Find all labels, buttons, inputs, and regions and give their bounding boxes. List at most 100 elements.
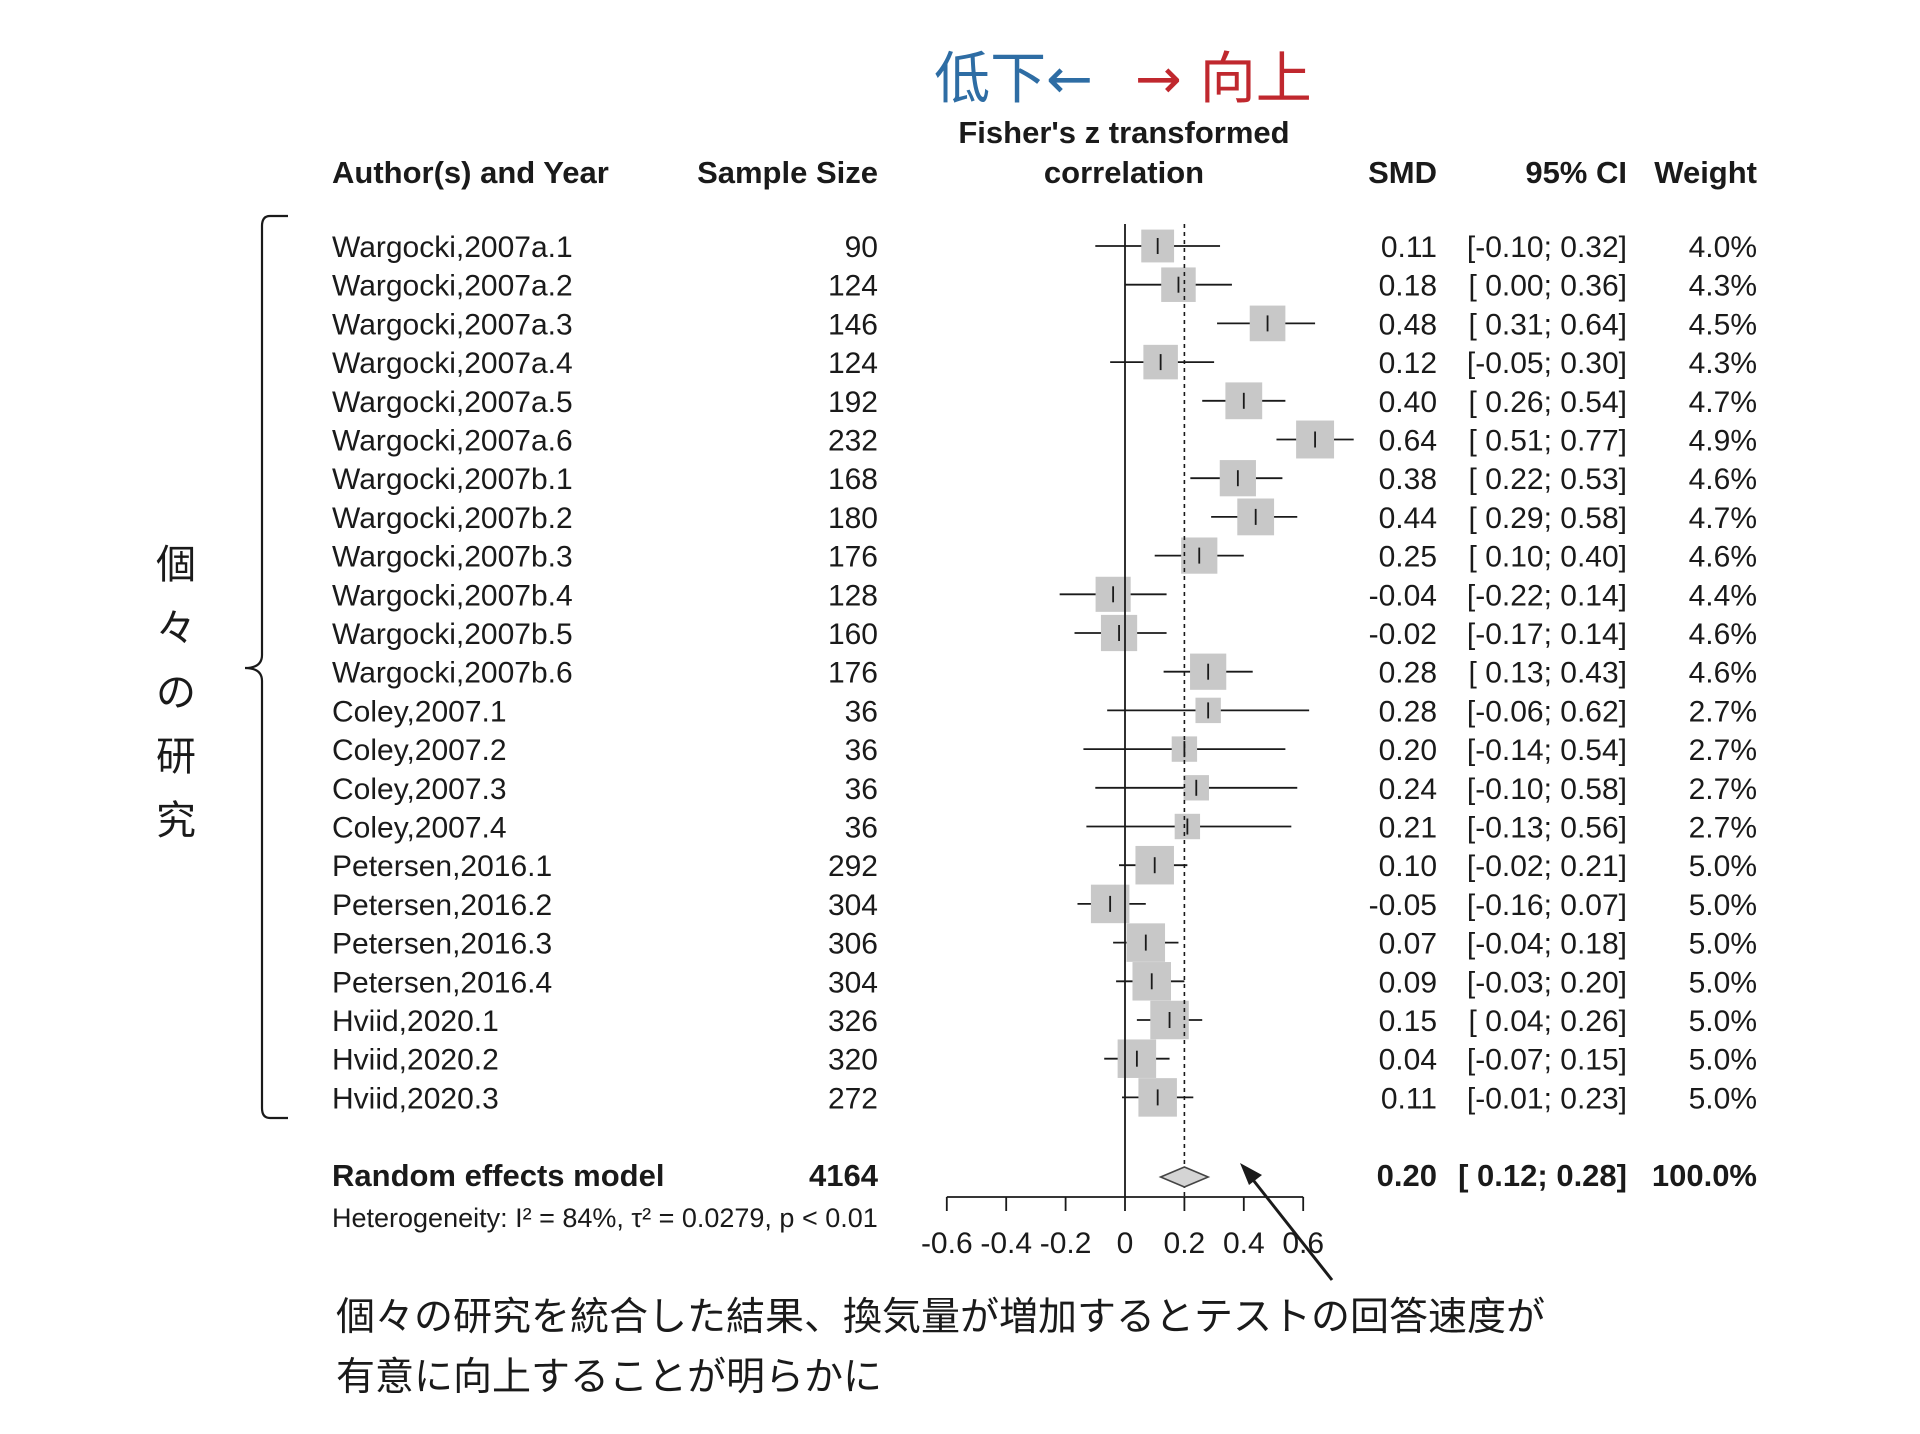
study-sample-size: 176 bbox=[828, 541, 878, 574]
study-sample-size: 36 bbox=[845, 734, 878, 767]
study-row: Wargocki,2007a.4 124 0.12 [-0.05; 0.30] 4.3% bbox=[332, 347, 1757, 380]
pooled-estimate-diamond bbox=[1158, 1166, 1211, 1188]
study-sample-size: 128 bbox=[828, 579, 878, 612]
study-ci: [ 0.00; 0.36] bbox=[1469, 270, 1627, 303]
study-row: Coley,2007.4 36 0.21 [-0.13; 0.56] 2.7% bbox=[332, 812, 1757, 845]
study-label: Hviid,2020.1 bbox=[332, 1005, 499, 1038]
x-axis-tick-label: 0.2 bbox=[1164, 1227, 1206, 1260]
study-row: Wargocki,2007a.2 124 0.18 [ 0.00; 0.36] 4.3% bbox=[332, 270, 1757, 303]
caption-line-1: 個々の研究を統合した結果、換気量が増加するとテストの回答速度が bbox=[336, 1296, 1545, 1339]
study-ci: [-0.10; 0.32] bbox=[1467, 231, 1627, 264]
study-row: Petersen,2016.2 304 -0.05 [-0.16; 0.07] 5.0% bbox=[332, 889, 1757, 922]
study-row: Wargocki,2007a.3 146 0.48 [ 0.31; 0.64] 4.5% bbox=[332, 308, 1757, 341]
study-ci: [-0.14; 0.54] bbox=[1467, 734, 1627, 767]
study-sample-size: 326 bbox=[828, 1005, 878, 1038]
study-ci: [-0.17; 0.14] bbox=[1467, 618, 1627, 651]
study-row: Wargocki,2007b.2 180 0.44 [ 0.29; 0.58] 4.7% bbox=[332, 502, 1757, 535]
study-sample-size: 306 bbox=[828, 928, 878, 961]
study-weight: 2.7% bbox=[1689, 812, 1757, 845]
study-weight: 5.0% bbox=[1689, 928, 1757, 961]
study-weight: 4.7% bbox=[1689, 502, 1757, 535]
study-row: Petersen,2016.1 292 0.10 [-0.02; 0.21] 5.0% bbox=[332, 850, 1757, 883]
study-weight: 4.7% bbox=[1689, 386, 1757, 419]
study-smd: 0.48 bbox=[1379, 308, 1437, 341]
study-smd: 0.40 bbox=[1379, 386, 1437, 419]
study-row: Wargocki,2007b.5 160 -0.02 [-0.17; 0.14] 4.6… bbox=[332, 618, 1757, 651]
study-smd: 0.11 bbox=[1381, 231, 1437, 264]
study-label: Petersen,2016.3 bbox=[332, 928, 552, 961]
study-label: Wargocki,2007b.4 bbox=[332, 579, 573, 612]
study-smd: 0.18 bbox=[1379, 270, 1437, 303]
study-smd: 0.09 bbox=[1379, 966, 1437, 999]
study-ci: [-0.06; 0.62] bbox=[1467, 695, 1627, 728]
study-label: Coley,2007.2 bbox=[332, 734, 507, 767]
study-sample-size: 146 bbox=[828, 308, 878, 341]
study-weight: 5.0% bbox=[1689, 1005, 1757, 1038]
direction-decrease-label: 低下← bbox=[934, 47, 1093, 112]
study-label: Wargocki,2007a.1 bbox=[332, 231, 573, 264]
study-ci: [-0.22; 0.14] bbox=[1467, 579, 1627, 612]
study-row: Hviid,2020.3 272 0.11 [-0.01; 0.23] 5.0% bbox=[332, 1082, 1757, 1115]
study-weight: 2.7% bbox=[1689, 734, 1757, 767]
summary-ci: [ 0.12; 0.28] bbox=[1458, 1158, 1627, 1193]
study-smd: 0.11 bbox=[1381, 1082, 1437, 1115]
study-row: Petersen,2016.4 304 0.09 [-0.03; 0.20] 5.0% bbox=[332, 966, 1757, 999]
study-row: Petersen,2016.3 306 0.07 [-0.04; 0.18] 5.0% bbox=[332, 928, 1757, 961]
header-sample-size: Sample Size bbox=[697, 155, 878, 190]
study-ci: [ 0.29; 0.58] bbox=[1469, 502, 1627, 535]
study-weight: 2.7% bbox=[1689, 695, 1757, 728]
study-label: Hviid,2020.3 bbox=[332, 1082, 499, 1115]
study-smd: 0.07 bbox=[1379, 928, 1437, 961]
study-row: Wargocki,2007b.1 168 0.38 [ 0.22; 0.53] 4.6% bbox=[332, 463, 1757, 496]
study-weight: 4.9% bbox=[1689, 425, 1757, 458]
study-smd: 0.28 bbox=[1379, 695, 1437, 728]
study-weight: 5.0% bbox=[1689, 889, 1757, 922]
study-label: Wargocki,2007b.3 bbox=[332, 541, 573, 574]
study-sample-size: 320 bbox=[828, 1044, 878, 1077]
study-row: Wargocki,2007a.5 192 0.40 [ 0.26; 0.54] 4.7% bbox=[332, 386, 1757, 419]
study-weight: 4.4% bbox=[1689, 579, 1757, 612]
study-label: Wargocki,2007b.2 bbox=[332, 502, 573, 535]
study-smd: 0.21 bbox=[1379, 812, 1437, 845]
study-row: Wargocki,2007a.1 90 0.11 [-0.10; 0.32] 4.0% bbox=[332, 231, 1757, 264]
study-label: Wargocki,2007a.5 bbox=[332, 386, 573, 419]
study-smd: 0.64 bbox=[1379, 425, 1437, 458]
summary-label: Random effects model bbox=[332, 1158, 664, 1193]
x-axis-tick-label: -0.2 bbox=[1040, 1227, 1092, 1260]
study-sample-size: 232 bbox=[828, 425, 878, 458]
study-row: Hviid,2020.2 320 0.04 [-0.07; 0.15] 5.0% bbox=[332, 1044, 1757, 1077]
study-label: Petersen,2016.4 bbox=[332, 966, 552, 999]
study-sample-size: 160 bbox=[828, 618, 878, 651]
study-ci: [-0.16; 0.07] bbox=[1467, 889, 1627, 922]
header-weight: Weight bbox=[1654, 155, 1757, 190]
study-ci: [ 0.04; 0.26] bbox=[1469, 1005, 1627, 1038]
study-label: Coley,2007.3 bbox=[332, 773, 507, 806]
side-label-char: 研 bbox=[156, 735, 196, 779]
heterogeneity-stats: Heterogeneity: I² = 84%, τ² = 0.0279, p … bbox=[332, 1203, 878, 1233]
study-label: Wargocki,2007b.1 bbox=[332, 463, 573, 496]
study-smd: -0.02 bbox=[1369, 618, 1437, 651]
study-row: Wargocki,2007b.6 176 0.28 [ 0.13; 0.43] 4.6% bbox=[332, 657, 1757, 690]
study-sample-size: 36 bbox=[845, 812, 878, 845]
study-smd: 0.15 bbox=[1379, 1005, 1437, 1038]
study-sample-size: 36 bbox=[845, 695, 878, 728]
study-weight: 4.0% bbox=[1689, 231, 1757, 264]
study-row: Wargocki,2007a.6 232 0.64 [ 0.51; 0.77] 4.9% bbox=[332, 425, 1757, 458]
caption-line-2: 有意に向上することが明らかに bbox=[336, 1356, 882, 1399]
study-smd: -0.05 bbox=[1369, 889, 1437, 922]
study-weight: 4.6% bbox=[1689, 657, 1757, 690]
study-smd: 0.28 bbox=[1379, 657, 1437, 690]
study-row: Wargocki,2007b.4 128 -0.04 [-0.22; 0.14] 4.4… bbox=[332, 579, 1757, 612]
header-plot-title-line1: Fisher's z transformed bbox=[958, 115, 1289, 150]
study-ci: [ 0.10; 0.40] bbox=[1469, 541, 1627, 574]
study-ci: [ 0.13; 0.43] bbox=[1469, 657, 1627, 690]
side-label-char: の bbox=[156, 671, 196, 715]
study-ci: [-0.05; 0.30] bbox=[1467, 347, 1627, 380]
study-label: Wargocki,2007a.2 bbox=[332, 270, 573, 303]
study-ci: [-0.03; 0.20] bbox=[1467, 966, 1627, 999]
study-label: Wargocki,2007a.6 bbox=[332, 425, 573, 458]
study-row: Coley,2007.1 36 0.28 [-0.06; 0.62] 2.7% bbox=[332, 695, 1757, 728]
study-smd: 0.25 bbox=[1379, 541, 1437, 574]
x-axis-tick-label: 0 bbox=[1117, 1227, 1134, 1260]
